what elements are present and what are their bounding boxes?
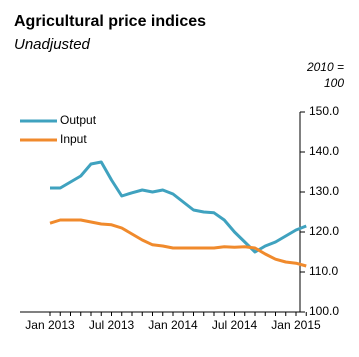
x-tick-label: Jan 2014	[148, 318, 198, 332]
y-tick-label: 120.0	[309, 224, 339, 238]
x-tick-label: Jul 2013	[89, 318, 135, 332]
legend-label: Output	[60, 113, 97, 127]
y-tick-label: 140.0	[309, 144, 339, 158]
line-series	[49, 218, 307, 268]
legend-label: Input	[60, 132, 87, 146]
y-axis-label: 100	[324, 76, 344, 90]
y-tick-label: 150.0	[309, 104, 339, 118]
line-series	[50, 160, 307, 254]
chart-title: Agricultural price indices	[14, 13, 206, 30]
y-axis-label: 2010 =	[306, 60, 344, 74]
y-tick-label: 100.0	[309, 304, 339, 318]
chart-subtitle: Unadjusted	[14, 36, 91, 53]
x-tick-label: Jul 2014	[212, 318, 258, 332]
y-tick-label: 130.0	[309, 184, 339, 198]
x-tick-label: Jan 2013	[25, 318, 75, 332]
y-tick-label: 110.0	[309, 264, 338, 278]
x-tick-label: Jan 2015	[271, 318, 321, 332]
